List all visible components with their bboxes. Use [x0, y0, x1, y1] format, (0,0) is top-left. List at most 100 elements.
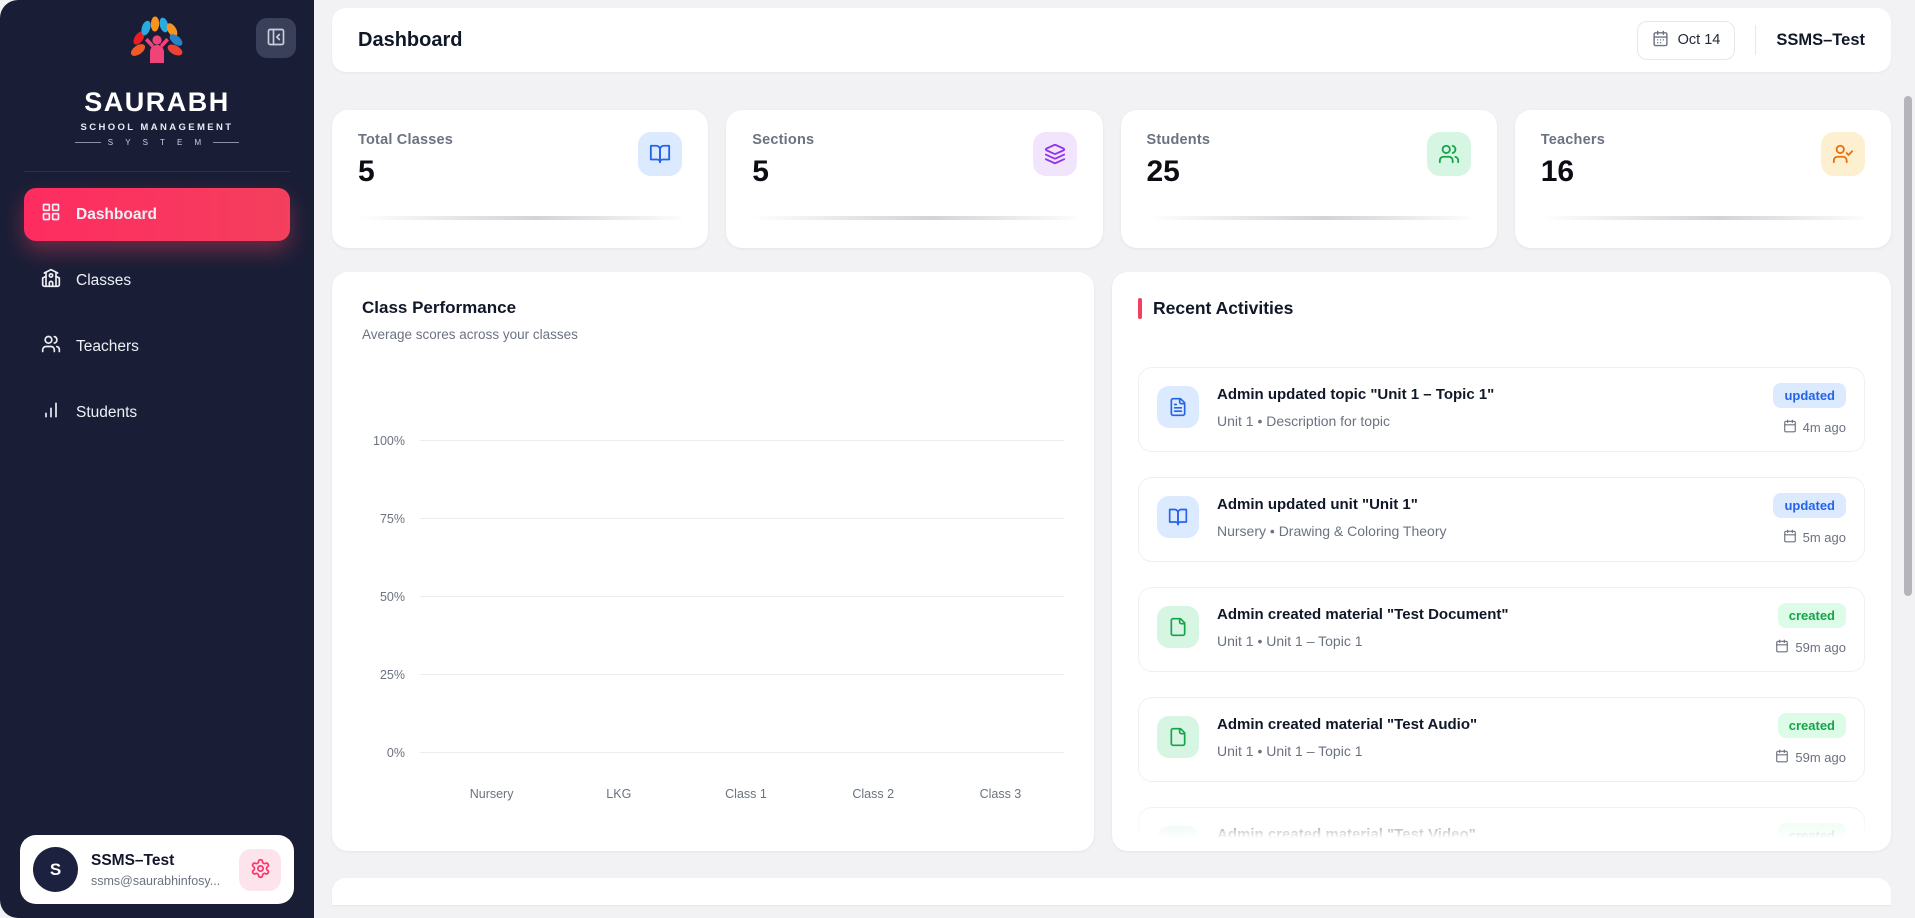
- activity-item: Admin created material "Test Document" U…: [1138, 587, 1865, 672]
- settings-button[interactable]: [239, 848, 281, 891]
- user-check-icon: [1821, 132, 1865, 176]
- gridline-row: 50%: [362, 590, 1064, 604]
- divider: [1755, 25, 1757, 55]
- activity-title: Admin created material "Test Document": [1217, 606, 1509, 623]
- class-performance-card: Class Performance Average scores across …: [332, 272, 1094, 851]
- panel-left-close-icon: [266, 27, 286, 50]
- stat-value: 5: [752, 155, 769, 188]
- activity-subtitle: Unit 1 • Unit 1 – Topic 1: [1217, 633, 1363, 649]
- user-name: SSMS–Test: [91, 851, 175, 869]
- topbar: Dashboard Oct 14 SSMS–Test: [332, 8, 1891, 72]
- gridline-row: 100%: [362, 434, 1064, 448]
- scrollbar-track[interactable]: [1903, 0, 1913, 918]
- file-icon: [1157, 826, 1199, 851]
- bar-chart: 100% 75% 50% 25% 0%: [362, 434, 1064, 760]
- status-badge: updated: [1773, 493, 1846, 518]
- y-axis-tick: 0%: [386, 745, 405, 760]
- date-label: Oct 14: [1677, 32, 1721, 48]
- sidebar-item-label: Teachers: [76, 337, 139, 355]
- activity-title: Admin updated topic "Unit 1 – Topic 1": [1217, 386, 1495, 403]
- dashboard-grid-icon: [41, 202, 61, 227]
- sidebar-item-classes[interactable]: Classes: [24, 254, 290, 307]
- x-axis-tick: Nursery: [469, 787, 514, 801]
- book-open-icon: [1157, 496, 1199, 538]
- stat-label: Students: [1146, 132, 1211, 148]
- sidebar-divider: [24, 171, 290, 172]
- sidebar-item-teachers[interactable]: Teachers: [24, 320, 290, 373]
- gridline: [420, 752, 1064, 753]
- content-row: Class Performance Average scores across …: [332, 272, 1891, 851]
- x-axis-tick: Class 1: [725, 787, 767, 801]
- stat-card-teachers: Teachers 16: [1514, 110, 1891, 248]
- activity-time: 4m ago: [1783, 419, 1846, 436]
- sidebar-user-card[interactable]: S SSMS–Test ssms@saurabhinfosy...: [20, 835, 294, 904]
- y-axis-tick: 100%: [373, 433, 405, 448]
- activity-item: Admin created material "Test Audio" Unit…: [1138, 697, 1865, 782]
- y-axis-tick: 75%: [379, 511, 405, 526]
- sidebar: SAURABH SCHOOL MANAGEMENT S Y S T E M Da…: [0, 0, 314, 918]
- stat-value: 5: [358, 155, 375, 188]
- sidebar-item-label: Dashboard: [76, 205, 157, 223]
- divider: [1540, 216, 1865, 220]
- avatar: S: [33, 847, 78, 892]
- recent-activities-title: Recent Activities: [1153, 298, 1294, 318]
- status-badge: created: [1777, 603, 1846, 628]
- logo-system-row: S Y S T E M: [0, 138, 314, 147]
- file-icon: [1157, 606, 1199, 648]
- chart-title: Class Performance: [362, 298, 517, 317]
- logo-system-text: S Y S T E M: [107, 138, 207, 147]
- topbar-right: Oct 14 SSMS–Test: [1636, 20, 1865, 60]
- status-badge: created: [1777, 823, 1846, 848]
- stat-value: 16: [1540, 155, 1575, 188]
- divider: [74, 142, 101, 143]
- users-icon: [1426, 132, 1471, 176]
- stats-row: Total Classes 5 Sections 5: [332, 110, 1891, 248]
- logo-title: SAURABH: [84, 87, 230, 117]
- stat-label: Teachers: [1540, 132, 1605, 148]
- page-title: Dashboard: [358, 28, 463, 51]
- y-axis-tick: 50%: [379, 589, 405, 604]
- file-icon: [1157, 716, 1199, 758]
- sidebar-item-label: Students: [76, 403, 138, 421]
- gridline-row: 75%: [362, 512, 1064, 526]
- flower-logo-icon: [124, 16, 190, 82]
- stat-card-total-classes: Total Classes 5: [332, 110, 709, 248]
- recent-activities-card: Recent Activities Admin updated topic "U…: [1112, 272, 1891, 851]
- x-axis-tick: LKG: [606, 787, 632, 801]
- users-icon: [41, 334, 61, 359]
- activity-time: 5m ago: [1783, 529, 1846, 546]
- calendar-icon: [1783, 529, 1797, 546]
- calendar-icon: [1775, 639, 1789, 656]
- date-chip[interactable]: Oct 14: [1636, 20, 1736, 60]
- activity-item: Admin updated topic "Unit 1 – Topic 1" U…: [1138, 367, 1865, 452]
- x-axis-tick: Class 2: [852, 787, 895, 801]
- activity-subtitle: Unit 1 • Unit 1 – Topic 1: [1217, 743, 1363, 759]
- recent-activities-header: Recent Activities: [1138, 298, 1865, 319]
- gear-icon: [250, 858, 271, 882]
- divider: [752, 216, 1077, 220]
- accent-bar: [1138, 298, 1142, 319]
- gridline: [420, 440, 1064, 441]
- calendar-icon: [1775, 749, 1789, 766]
- gridline: [420, 674, 1064, 675]
- logo-subtitle: SCHOOL MANAGEMENT: [80, 122, 234, 133]
- gridline-row: 0%: [362, 746, 1064, 760]
- user-email: ssms@saurabhinfosy...: [91, 873, 221, 888]
- book-open-icon: [638, 132, 683, 176]
- divider: [1146, 216, 1471, 220]
- gridline: [420, 596, 1064, 597]
- status-badge: created: [1777, 713, 1846, 738]
- x-axis-labels: Nursery LKG Class 1 Class 2 Class 3: [428, 787, 1064, 801]
- sidebar-item-dashboard[interactable]: Dashboard: [24, 188, 290, 241]
- scrollbar-thumb[interactable]: [1904, 96, 1912, 596]
- sidebar-nav: Dashboard Classes Teachers Students: [0, 188, 314, 439]
- sidebar-item-students[interactable]: Students: [24, 386, 290, 439]
- calendar-icon: [1652, 30, 1669, 51]
- chart-subtitle: Average scores across your classes: [362, 327, 578, 342]
- gridline: [420, 518, 1064, 519]
- sidebar-collapse-button[interactable]: [256, 18, 296, 58]
- stat-card-students: Students 25: [1120, 110, 1497, 248]
- stat-value: 25: [1146, 155, 1180, 188]
- status-badge: updated: [1773, 383, 1846, 408]
- divider: [213, 142, 240, 143]
